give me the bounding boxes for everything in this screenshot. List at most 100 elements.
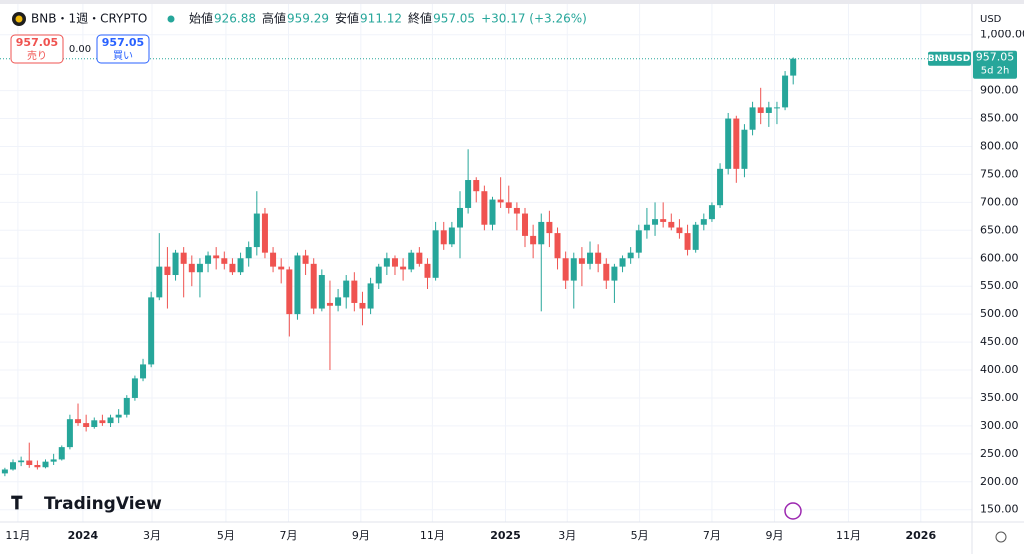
buy-label: 買い [113, 50, 133, 62]
candle-body [546, 221, 553, 234]
candle-body [603, 263, 610, 281]
candle-body [302, 255, 309, 264]
x-tick-label: 2025 [490, 529, 521, 542]
price-tag-name: BNBUSD [928, 54, 971, 64]
x-tick-label: 7月 [280, 529, 298, 542]
y-tick-label: 600.00 [980, 251, 1019, 264]
candle-body [26, 460, 33, 466]
settings-icon[interactable] [995, 531, 1007, 543]
countdown: 5d 2h [981, 66, 1010, 77]
candle-body [140, 364, 147, 379]
candle-body [790, 58, 797, 76]
candle-body [611, 266, 618, 281]
candle-body [18, 460, 25, 463]
candle-body [253, 213, 260, 248]
candle-body [172, 252, 179, 276]
candle-body [270, 252, 277, 267]
brand-icon: 𝐓 [11, 493, 23, 514]
symbol-icon [15, 15, 23, 23]
x-tick-label: 9月 [352, 529, 370, 542]
candle-body [131, 378, 138, 398]
candle-body [773, 107, 780, 109]
candle-body [578, 258, 585, 264]
candle-body [765, 107, 772, 113]
candle-body [424, 263, 431, 278]
candle-body [595, 252, 602, 264]
candle-body [627, 252, 634, 259]
candle-body [383, 258, 390, 267]
x-tick-label: 3月 [558, 529, 576, 542]
candle-body [749, 107, 756, 130]
candle-body [148, 297, 155, 365]
x-tick-label: 2024 [68, 529, 99, 542]
candle-body [692, 224, 699, 250]
candle-body [188, 263, 195, 273]
candle-body [343, 280, 350, 298]
candle-body [497, 199, 504, 203]
y-tick-label: 150.00 [980, 503, 1019, 516]
y-tick-label: 850.00 [980, 112, 1019, 125]
y-tick-label: 250.00 [980, 447, 1019, 460]
ohlc-value: 911.12 [360, 12, 402, 26]
candle-body [570, 258, 577, 281]
candle-body [278, 266, 285, 270]
candle-body [481, 191, 488, 225]
candle-body [733, 118, 740, 169]
currency-button[interactable] [975, 8, 1020, 30]
candle-body [505, 202, 512, 208]
candle-body [229, 263, 236, 273]
candle-body [757, 107, 764, 113]
grid [0, 4, 972, 522]
candle-body [741, 129, 748, 169]
brand: TradingView [44, 494, 162, 514]
ohlc-label: 安値 [335, 11, 359, 26]
buy-button[interactable] [96, 34, 150, 64]
y-tick-label: 350.00 [980, 391, 1019, 404]
candle-body [42, 461, 49, 468]
x-tick-label: 5月 [217, 529, 235, 542]
candle-body [359, 302, 366, 309]
candle-body [619, 258, 626, 267]
candle-body [123, 397, 130, 415]
y-tick-label: 550.00 [980, 279, 1019, 292]
candle-body [782, 75, 789, 108]
candle-body [513, 207, 520, 214]
sell-price: 957.05 [16, 36, 58, 49]
y-tick-label: 300.00 [980, 419, 1019, 432]
x-tick-label: 7月 [703, 529, 721, 542]
sell-button[interactable] [10, 34, 64, 64]
candle-body [1, 469, 8, 474]
candle-body [684, 233, 691, 250]
candle-body [83, 423, 90, 428]
candle-body [522, 213, 529, 236]
candle-body [465, 180, 472, 208]
y-tick-label: 1,000.00 [980, 28, 1024, 41]
symbol: BNB・1週・CRYPTO [31, 12, 147, 26]
candle-body [34, 465, 41, 468]
candle-body [99, 420, 106, 424]
y-tick-label: 750.00 [980, 167, 1019, 180]
candle-body [261, 213, 268, 253]
price-label-bg [973, 50, 1017, 79]
x-tick-label: 11月 [5, 529, 30, 542]
candle-body [562, 258, 569, 281]
candle-body [676, 227, 683, 234]
ohlc-value: 957.05 [433, 12, 475, 26]
candle-body [164, 266, 171, 276]
top-bar [0, 0, 1024, 4]
candle-body [538, 221, 545, 245]
candle-body [196, 263, 203, 273]
x-tick-label: 9月 [766, 529, 784, 542]
x-tick-label: 5月 [631, 529, 649, 542]
candle-body [456, 207, 463, 228]
candle-body [75, 419, 82, 424]
y-tick-label: 650.00 [980, 223, 1019, 236]
change: +30.17 (+3.26%) [481, 12, 587, 26]
ohlc-label: 高値 [262, 11, 286, 26]
candle-body [416, 252, 423, 264]
candle-body [115, 414, 122, 418]
event-icon[interactable] [784, 502, 802, 520]
candle-body [473, 180, 480, 192]
